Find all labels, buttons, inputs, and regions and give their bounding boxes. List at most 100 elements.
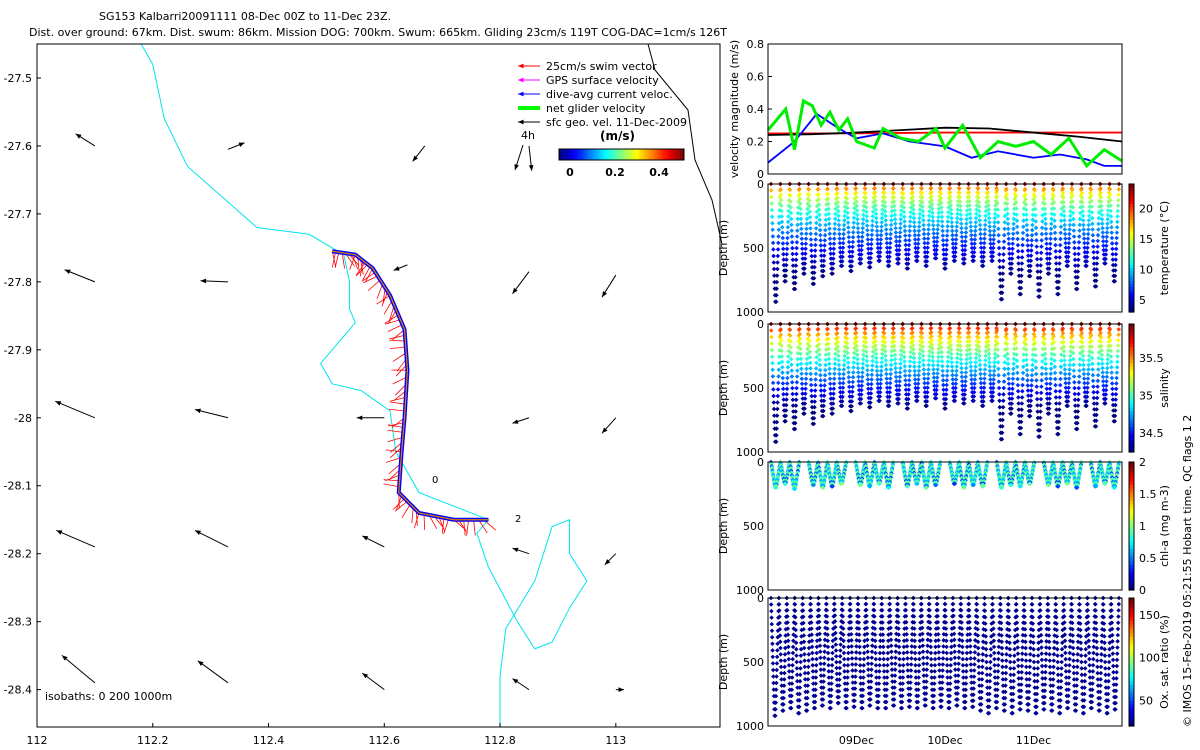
scatter-point [769, 634, 775, 640]
scatter-point [1115, 359, 1120, 365]
legend-swatch-head [518, 77, 524, 83]
scatter-point [997, 271, 1003, 276]
scatter-point [826, 656, 831, 662]
scatter-point [1029, 378, 1035, 383]
colorbar-cell [567, 149, 570, 160]
scatter-point [772, 273, 777, 278]
scatter-point [1011, 366, 1016, 372]
scatter-point [1075, 403, 1081, 408]
scatter-point [926, 222, 932, 228]
scatter-point [892, 673, 898, 678]
scatter-point [832, 601, 837, 607]
scatter-point [883, 362, 889, 368]
scatter-point [1058, 218, 1064, 223]
scatter-point [827, 366, 832, 372]
scatter-point [892, 679, 898, 684]
scatter-point [1044, 246, 1050, 251]
scatter-point [868, 679, 874, 684]
scatter-point [987, 228, 993, 234]
scatter-point [1069, 187, 1075, 193]
scatter-point [1037, 415, 1043, 421]
colorbar-cell [615, 149, 618, 160]
figure-title: SG153 Kalbarri20091111 08-Dec 00Z to 11-… [99, 10, 391, 23]
scatter-point [869, 367, 875, 373]
scatter-point [1068, 213, 1073, 219]
scatter-point [804, 231, 809, 237]
scatter-point [1109, 235, 1115, 241]
scatter-point [795, 362, 800, 368]
scatter-point [1066, 240, 1072, 246]
legend-label: 25cm/s swim vector [546, 60, 657, 73]
scatter-point [921, 231, 927, 237]
scatter-point [813, 366, 819, 371]
scatter-point [906, 378, 912, 383]
scatter-point [783, 279, 788, 284]
scatter-point [996, 232, 1001, 238]
scatter-point [935, 222, 941, 228]
scatter-point [1061, 195, 1066, 200]
scatter-point [1029, 248, 1034, 253]
scatter-point [803, 251, 808, 256]
figure-subtitle: Dist. over ground: 67km. Dist. swum: 86k… [29, 26, 727, 39]
scatter-point [849, 394, 855, 399]
scatter-point [836, 362, 842, 368]
scatter-point [1104, 243, 1109, 248]
scatter-point [982, 376, 987, 381]
scatter-point [966, 326, 972, 331]
scatter-point [1084, 254, 1090, 260]
scatter-point [803, 376, 809, 382]
scatter-point [785, 375, 790, 381]
scatter-point [846, 230, 851, 235]
scatter-point [1015, 389, 1021, 394]
colorbar-cell [673, 149, 676, 160]
scatter-point [1042, 206, 1048, 212]
scatter-point [1096, 227, 1101, 232]
scatter-point [810, 656, 815, 662]
scatter-point [822, 243, 827, 248]
scatter-point [845, 663, 851, 668]
colorbar-cell [669, 149, 672, 160]
velocity-series-line [766, 98, 1123, 169]
scatter-point [1066, 236, 1072, 241]
scatter-point [1057, 401, 1062, 406]
scatter-point [849, 644, 854, 649]
swim-vector [387, 309, 397, 325]
scatter-point [985, 326, 990, 331]
scatter-point [997, 258, 1002, 264]
scatter-point [1048, 376, 1053, 382]
scatter-point [1070, 210, 1076, 216]
scatter-point [902, 359, 907, 364]
scatter-point [823, 222, 828, 228]
scatter-point [1029, 238, 1035, 243]
geo-velocity-arrow-head [512, 419, 519, 424]
scatter-point [1048, 231, 1054, 237]
scatter-point [849, 656, 855, 661]
glider-track [332, 250, 489, 521]
scatter-point [1063, 236, 1068, 241]
scatter-point [973, 355, 979, 361]
scatter-point [879, 368, 884, 374]
scatter-point [1049, 361, 1054, 367]
scatter-point [1113, 402, 1118, 408]
scatter-point [925, 245, 930, 250]
scatter-point [1085, 236, 1091, 241]
scatter-point [1028, 253, 1034, 258]
scatter-point [776, 374, 781, 379]
scatter-point [1095, 390, 1100, 395]
scatter-point [1010, 236, 1016, 242]
scatter-point [818, 378, 823, 383]
scatter-point [1075, 269, 1081, 274]
scatter-point [822, 232, 828, 238]
depth-ylabel: Depth (m) [717, 498, 730, 554]
colorbar-label: chl-a (mg m-3) [1158, 485, 1171, 567]
scatter-point [860, 370, 865, 375]
scatter-point [1066, 380, 1072, 386]
scatter-point [1086, 367, 1091, 372]
scatter-point [1006, 371, 1011, 377]
scatter-point [1001, 372, 1007, 378]
scatter-point [860, 681, 866, 686]
scatter-point [821, 398, 827, 404]
scatter-point [783, 268, 789, 273]
colorbar-cell [667, 149, 670, 160]
scatter-point [954, 220, 960, 225]
